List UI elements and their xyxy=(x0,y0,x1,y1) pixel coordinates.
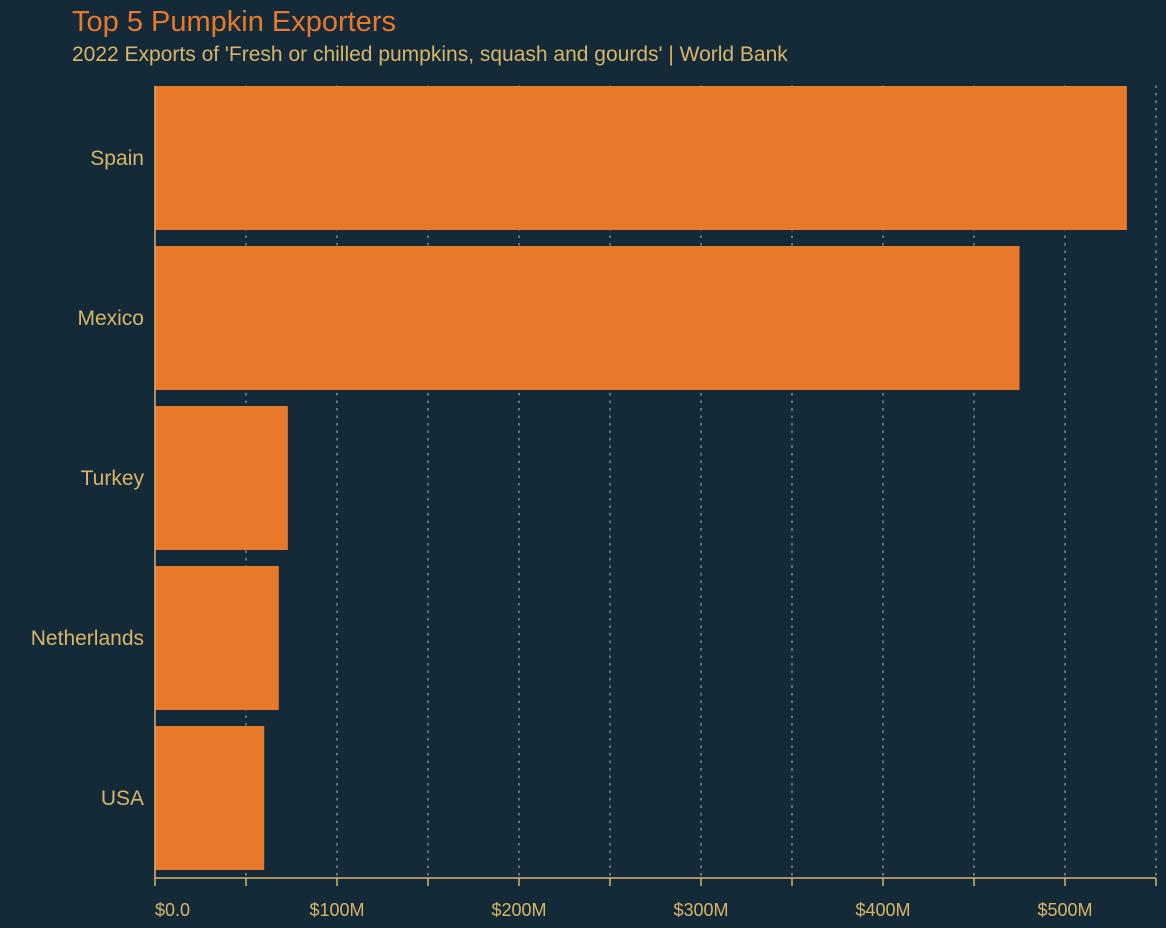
x-tick-label-500: $500M xyxy=(1037,900,1092,920)
x-tick-label-200: $200M xyxy=(491,900,546,920)
bar-mexico xyxy=(155,246,1020,390)
category-labels: Spain Mexico Turkey Netherlands USA xyxy=(31,147,145,810)
x-tick-label-300: $300M xyxy=(673,900,728,920)
category-label-netherlands: Netherlands xyxy=(31,627,144,650)
category-label-spain: Spain xyxy=(90,147,144,170)
bar-spain xyxy=(155,86,1127,230)
category-label-usa: USA xyxy=(101,787,144,810)
x-tick-labels: $0.0 $100M $200M $300M $400M $500M xyxy=(155,900,1093,920)
chart-subtitle: 2022 Exports of 'Fresh or chilled pumpki… xyxy=(72,43,788,66)
x-tick-label-400: $400M xyxy=(855,900,910,920)
bar-turkey xyxy=(155,406,288,550)
bar-netherlands xyxy=(155,566,279,710)
category-label-turkey: Turkey xyxy=(81,467,145,490)
axes xyxy=(154,86,1157,886)
bars xyxy=(155,86,1127,870)
x-tick-label-0: $0.0 xyxy=(155,900,190,920)
bar-usa xyxy=(155,726,265,870)
x-tick-label-100: $100M xyxy=(309,900,364,920)
category-label-mexico: Mexico xyxy=(77,307,144,330)
chart-title: Top 5 Pumpkin Exporters xyxy=(72,6,396,38)
